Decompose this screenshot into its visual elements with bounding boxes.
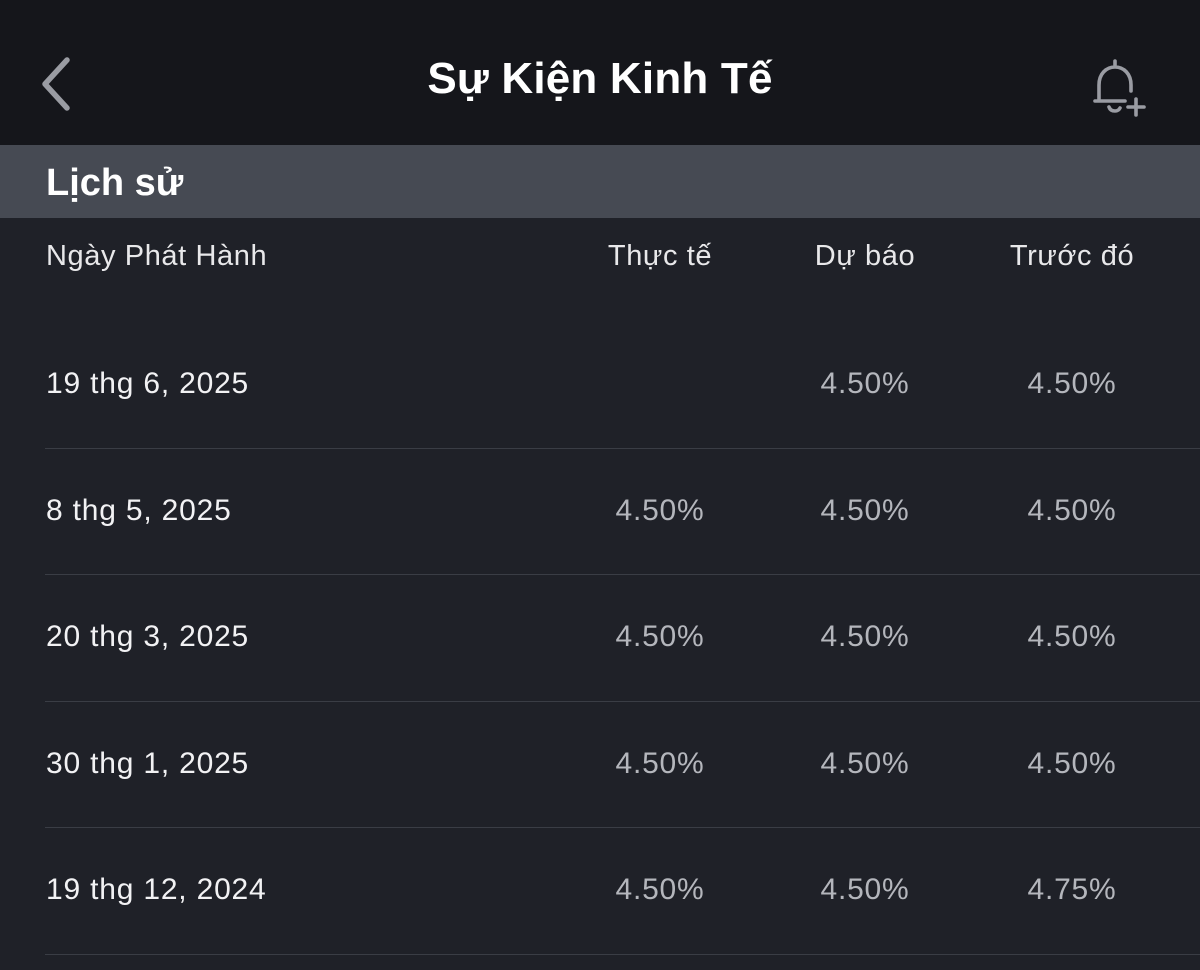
column-header-release-date: Ngày Phát Hành (46, 240, 268, 272)
row-actual: 4.50% (615, 873, 705, 906)
row-previous: 4.50% (1027, 493, 1117, 527)
row-forecast: 4.50% (820, 493, 910, 527)
history-table: 19 thg 6, 2025 4.50% 4.50% 8 thg 5, 2025… (0, 322, 1200, 955)
row-previous: 4.50% (1027, 620, 1117, 653)
table-row: 8 thg 5, 2025 4.50% 4.50% 4.50% (45, 449, 1200, 575)
row-date: 19 thg 6, 2025 (46, 367, 250, 400)
column-header-forecast: Dự báo (814, 240, 916, 272)
row-date: 19 thg 12, 2024 (46, 873, 267, 906)
back-button[interactable] (22, 44, 92, 124)
row-forecast: 4.50% (820, 746, 910, 780)
row-actual: 4.50% (615, 493, 705, 527)
row-previous: 4.50% (1027, 367, 1117, 400)
row-date: 8 thg 5, 2025 (46, 493, 232, 527)
section-title: Lịch sử (46, 162, 184, 204)
table-column-headers: Ngày Phát Hành Thực tế Dự báo Trước đó (0, 218, 1200, 298)
row-actual: 4.50% (615, 746, 705, 780)
column-header-previous: Trước đó (1009, 240, 1135, 272)
bell-plus-icon (1093, 59, 1146, 117)
add-alert-button[interactable] (1072, 42, 1162, 132)
top-navigation-bar: Sự Kiện Kinh Tế (0, 0, 1200, 145)
row-previous: 4.75% (1027, 873, 1117, 906)
row-date: 20 thg 3, 2025 (46, 620, 250, 653)
row-date: 30 thg 1, 2025 (46, 746, 250, 780)
row-actual: 4.50% (615, 620, 705, 653)
row-previous: 4.50% (1027, 746, 1117, 780)
column-header-actual: Thực tế (607, 240, 713, 272)
row-forecast: 4.50% (820, 873, 910, 906)
table-row: 20 thg 3, 2025 4.50% 4.50% 4.50% (45, 575, 1200, 702)
table-row: 30 thg 1, 2025 4.50% 4.50% 4.50% (45, 702, 1200, 828)
row-forecast: 4.50% (820, 620, 910, 653)
table-row: 19 thg 6, 2025 4.50% 4.50% (45, 322, 1200, 449)
page-title: Sự Kiện Kinh Tế (427, 54, 773, 103)
history-section-header: Lịch sử (0, 145, 1200, 218)
table-row: 19 thg 12, 2024 4.50% 4.50% 4.75% (45, 828, 1200, 955)
chevron-left-icon (42, 57, 70, 111)
row-forecast: 4.50% (820, 367, 910, 400)
